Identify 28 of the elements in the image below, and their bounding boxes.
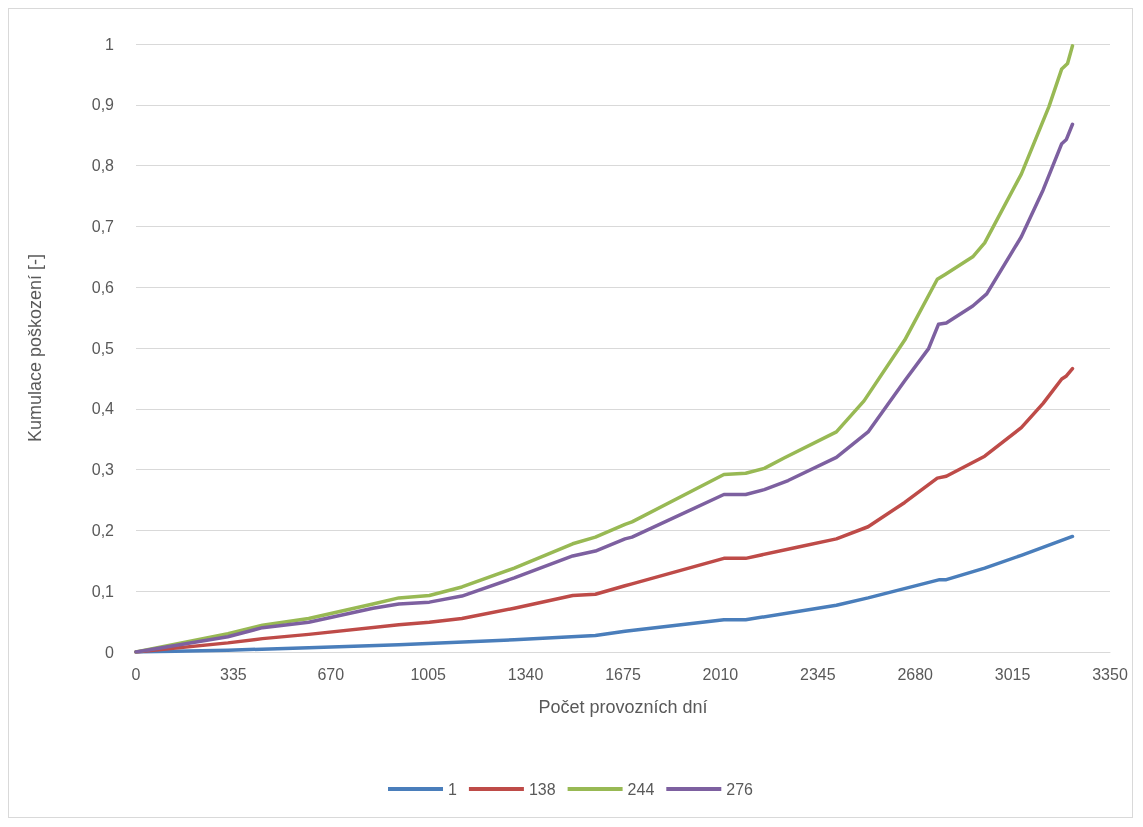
x-tick-label: 3015 bbox=[994, 665, 1031, 683]
y-tick-label: 0,8 bbox=[91, 157, 115, 175]
y-tick-label: 0,4 bbox=[91, 400, 115, 418]
x-tick-label: 1005 bbox=[410, 665, 447, 683]
x-tick-label: 670 bbox=[317, 665, 345, 683]
x-tick-label: 2345 bbox=[800, 665, 836, 683]
y-tick-label: 0,5 bbox=[91, 339, 115, 357]
y-tick-label: 0,6 bbox=[91, 278, 115, 296]
x-tick-label: 335 bbox=[220, 665, 247, 683]
y-tick-label: 0,3 bbox=[91, 461, 115, 479]
y-axis-title: Kumulace poškození [-] bbox=[25, 253, 45, 443]
y-tick-label: 0,9 bbox=[91, 96, 115, 114]
x-tick-label: 1675 bbox=[605, 665, 641, 683]
legend-label: 138 bbox=[528, 780, 556, 798]
x-tick-label: 2680 bbox=[897, 665, 934, 683]
x-tick-label: 2010 bbox=[702, 665, 739, 683]
y-tick-label: 0,1 bbox=[91, 582, 115, 600]
y-tick-label: 0,2 bbox=[91, 521, 115, 539]
y-tick-label: 1 bbox=[105, 35, 115, 53]
x-tick-label: 3350 bbox=[1092, 665, 1128, 683]
x-axis-title: Počet provozních dní bbox=[538, 697, 708, 717]
x-tick-label: 0 bbox=[131, 665, 141, 683]
legend-label: 244 bbox=[627, 780, 655, 798]
legend-label: 1 bbox=[448, 780, 458, 798]
y-tick-label: 0 bbox=[105, 643, 115, 661]
x-tick-label: 1340 bbox=[507, 665, 544, 683]
y-tick-label: 0,7 bbox=[91, 217, 115, 235]
legend-label: 276 bbox=[726, 780, 754, 798]
